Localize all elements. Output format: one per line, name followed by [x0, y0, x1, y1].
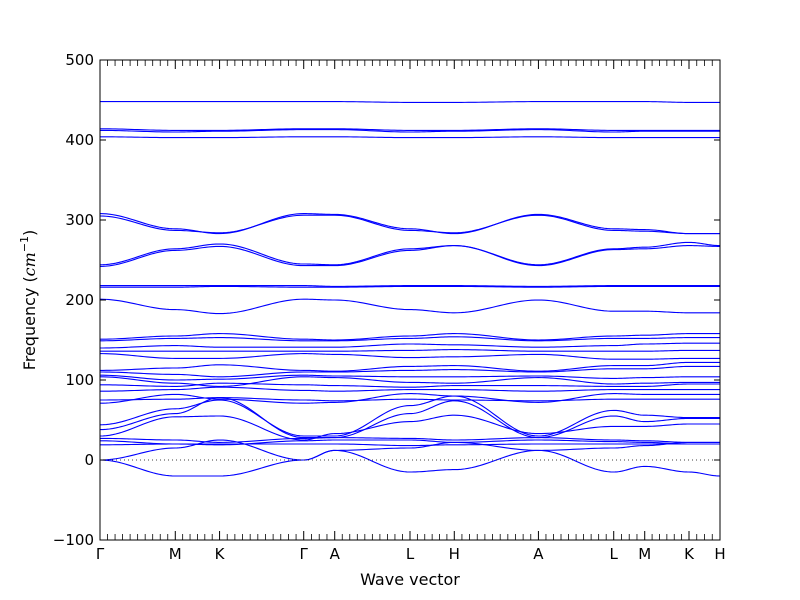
y-label-close: ) [20, 230, 39, 236]
phonon-band-13 [99, 336, 720, 342]
y-tick-label: 0 [84, 451, 94, 469]
phonon-band-18 [99, 365, 720, 378]
phonon-band-9 [100, 285, 720, 287]
x-tick-label: H [714, 545, 725, 563]
phonon-band-29 [99, 439, 720, 446]
phonon-band-1 [100, 101, 720, 103]
x-axis-label: Wave vector [360, 570, 460, 589]
phonon-band-14 [99, 342, 720, 349]
x-tick-label: L [406, 545, 415, 563]
y-axis-label: Frequency (cm−1) [18, 230, 39, 371]
phonon-band-2 [99, 128, 720, 131]
phonon-band-10 [100, 285, 720, 288]
x-tick-label: M [638, 545, 651, 563]
phonon-band-23 [100, 397, 720, 402]
x-tick-label: A [533, 545, 544, 563]
y-tick-label: 100 [65, 371, 94, 389]
x-tick-label: Γ [96, 545, 105, 563]
phonon-band-4 [100, 136, 720, 139]
phonon-band-11 [99, 298, 720, 315]
y-tick-label: 500 [65, 51, 94, 69]
phonon-band-21 [99, 382, 720, 388]
x-tick-label: L [610, 545, 619, 563]
y-label-unit: cm [20, 252, 39, 276]
phonon-band-19 [99, 374, 720, 381]
phonon-band-28 [99, 437, 720, 443]
phonon-band-16 [99, 353, 720, 360]
phonon-band-12 [99, 333, 720, 341]
x-tick-label: K [215, 545, 226, 563]
phonon-band-8 [99, 245, 720, 267]
phonon-band-7 [99, 241, 721, 266]
phonon-band-32 [99, 449, 721, 477]
phonon-band-3 [99, 129, 720, 133]
bands-layer [99, 101, 721, 477]
phonon-band-27 [99, 414, 720, 441]
x-tick-label: H [449, 545, 460, 563]
x-tick-label: A [330, 545, 341, 563]
y-label-exponent: −1 [18, 236, 31, 252]
x-tick-label: Γ [300, 545, 309, 563]
y-tick-label: 400 [65, 131, 94, 149]
x-tick-label: K [684, 545, 695, 563]
y-tick-label: −100 [53, 531, 94, 549]
y-label-text: Frequency ( [20, 276, 39, 370]
ticks-layer: −100 0 100 200 300 400 500 Γ M K Γ A L H A L M K H [53, 51, 726, 563]
x-tick-label: M [169, 545, 182, 563]
phonon-band-22 [99, 386, 720, 392]
phonon-band-17 [99, 361, 720, 372]
phonon-band-6 [99, 214, 720, 235]
y-tick-label: 200 [65, 291, 94, 309]
y-tick-label: 300 [65, 211, 94, 229]
phonon-band-15 [100, 349, 720, 352]
phonon-band-26 [99, 397, 720, 439]
phonon-band-20 [99, 376, 720, 387]
phonon-band-31 [99, 439, 720, 461]
phonon-band-25 [99, 395, 720, 437]
